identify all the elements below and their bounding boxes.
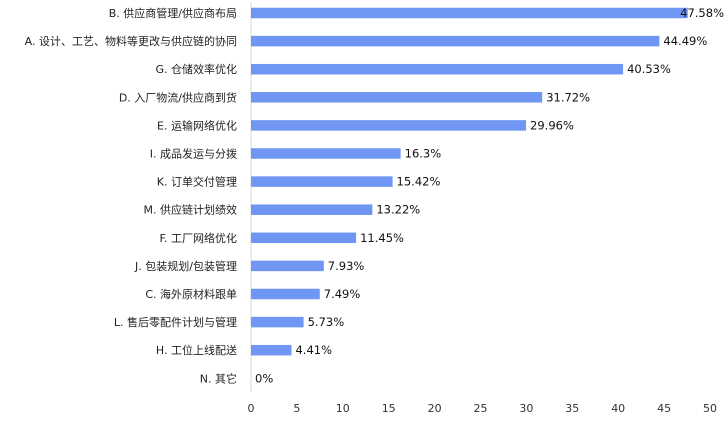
value-label-3: 31.72%	[546, 90, 590, 104]
category-label-11: L. 售后零配件计划与管理	[114, 315, 237, 329]
bar-7	[251, 204, 373, 215]
category-labels-group: B. 供应商管理/供应商布局 A. 设计、工艺、物料等更改与供应链的协同 G. 仓储…	[25, 6, 237, 385]
x-tick-label-10: 50	[703, 402, 717, 415]
bar-10	[251, 288, 320, 300]
value-label-0: 47.58%	[680, 6, 724, 20]
category-label-0: B. 供应商管理/供应商布局	[109, 6, 237, 20]
bar-1	[251, 35, 660, 47]
bar-12	[251, 344, 292, 356]
bar-4	[251, 120, 527, 131]
bar-11	[251, 316, 304, 328]
x-tick-label-9: 45	[657, 402, 671, 415]
bars-group	[251, 7, 688, 356]
category-label-6: K. 订单交付管理	[157, 175, 237, 189]
bar-0	[251, 7, 688, 19]
category-label-2: G. 仓储效率优化	[155, 62, 237, 76]
x-tick-label-1: 5	[293, 402, 300, 415]
value-label-4: 29.96%	[530, 118, 574, 132]
category-label-8: F. 工厂网络优化	[159, 231, 237, 245]
value-label-7: 13.22%	[376, 203, 420, 217]
category-label-5: I. 成品发运与分拨	[150, 147, 237, 161]
bar-5	[251, 148, 401, 159]
x-tick-label-7: 35	[565, 402, 579, 415]
bar-2	[251, 63, 624, 75]
x-tick-label-5: 25	[474, 402, 488, 415]
category-label-3: D. 入厂物流/供应商到货	[119, 90, 237, 104]
x-tick-label-3: 15	[382, 402, 396, 415]
x-tick-labels-group: 0 5 10 15 20 25 30 35 40 45 50	[248, 402, 718, 415]
category-label-13: N. 其它	[200, 371, 237, 385]
bar-8	[251, 232, 357, 244]
x-tick-label-6: 30	[519, 402, 533, 415]
x-tick-label-4: 20	[428, 402, 442, 415]
x-tick-label-2: 10	[336, 402, 350, 415]
category-label-7: M. 供应链计划绩效	[144, 203, 237, 217]
value-label-10: 7.49%	[324, 287, 361, 301]
category-label-1: A. 设计、工艺、物料等更改与供应链的协同	[25, 34, 237, 48]
category-label-9: J. 包装规划/包装管理	[134, 259, 237, 273]
value-label-8: 11.45%	[360, 231, 404, 245]
value-label-5: 16.3%	[405, 147, 442, 161]
bar-3	[251, 92, 543, 103]
x-tick-label-8: 40	[611, 402, 625, 415]
category-label-4: E. 运输网络优化	[157, 118, 237, 132]
value-label-6: 15.42%	[397, 175, 441, 189]
category-label-10: C. 海外原材料跟单	[145, 287, 237, 301]
value-label-11: 5.73%	[308, 315, 345, 329]
value-label-9: 7.93%	[328, 259, 365, 273]
value-label-2: 40.53%	[627, 62, 671, 76]
x-tick-label-0: 0	[248, 402, 255, 415]
value-label-12: 4.41%	[295, 343, 332, 357]
category-label-12: H. 工位上线配送	[156, 343, 237, 357]
value-label-1: 44.49%	[663, 34, 707, 48]
value-labels-group: 47.58% 44.49% 40.53% 31.72% 29.96% 16.3% 15.42…	[255, 6, 724, 385]
bar-6	[251, 176, 393, 187]
value-label-13: 0%	[255, 371, 273, 385]
bar-9	[251, 260, 324, 272]
